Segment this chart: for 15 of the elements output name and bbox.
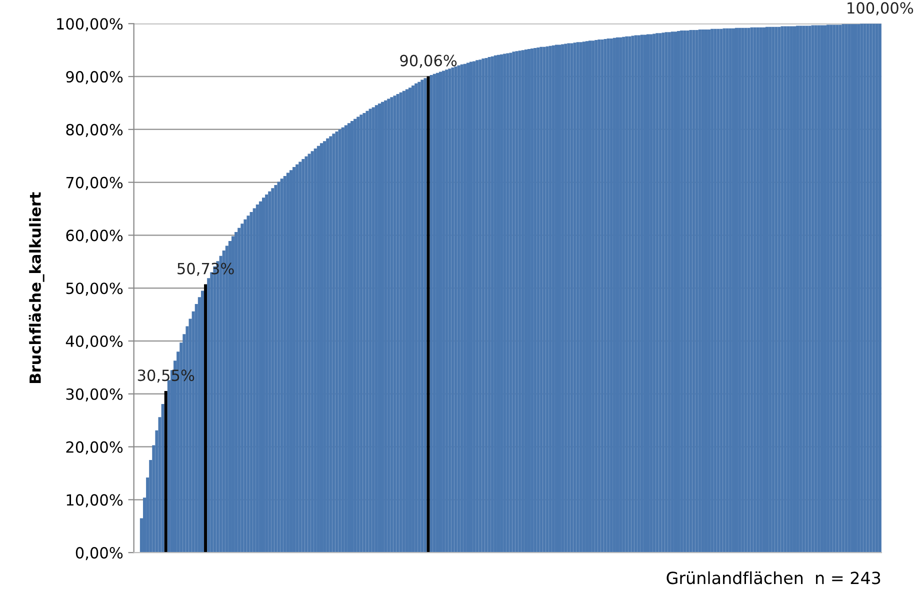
y-tick-label: 50,00% (66, 282, 123, 296)
x-axis-title: Grünlandflächen n = 243 (666, 571, 880, 584)
y-tick-label: 30,00% (66, 388, 123, 402)
y-tick-label: 40,00% (66, 335, 123, 349)
y-tick-label: 20,00% (66, 441, 123, 454)
y-tick-label: 0,00% (76, 547, 123, 560)
data-label: 90,06% (400, 54, 457, 68)
y-tick-label: 100,00% (57, 18, 123, 32)
y-axis-title: Bruchfläche_kalkuliert (28, 192, 44, 383)
data-label: 100,00% (848, 2, 914, 16)
y-tick-label: 60,00% (66, 230, 123, 243)
y-tick-label: 10,00% (66, 494, 123, 508)
y-tick-label: 90,00% (66, 71, 123, 84)
y-tick-label: 80,00% (66, 124, 123, 138)
y-tick-label: 70,00% (66, 176, 123, 190)
